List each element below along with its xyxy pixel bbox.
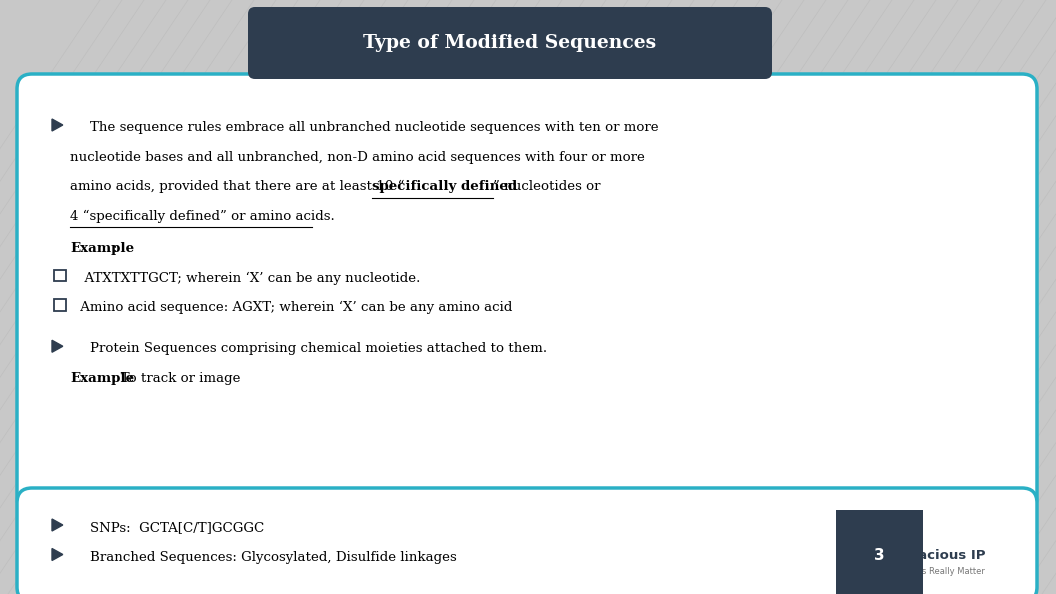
Text: Example: Example bbox=[70, 242, 134, 255]
Text: SNPs:  GCTA[C/T]GCGGC: SNPs: GCTA[C/T]GCGGC bbox=[90, 521, 264, 534]
Text: amino acids, provided that there are at least 10 “: amino acids, provided that there are at … bbox=[70, 180, 404, 193]
Text: ATXTXTTGCT; wherein ‘X’ can be any nucleotide.: ATXTXTTGCT; wherein ‘X’ can be any nucle… bbox=[76, 271, 420, 285]
Text: nucleotide bases and all unbranched, non-D amino acid sequences with four or mor: nucleotide bases and all unbranched, non… bbox=[70, 150, 645, 163]
Polygon shape bbox=[52, 119, 62, 131]
Text: Sagacious IP: Sagacious IP bbox=[889, 549, 985, 563]
Text: The sequence rules embrace all unbranched nucleotide sequences with ten or more: The sequence rules embrace all unbranche… bbox=[90, 121, 659, 134]
Text: specifically defined: specifically defined bbox=[373, 180, 517, 193]
FancyBboxPatch shape bbox=[54, 270, 65, 281]
Text: ” nucleotides or: ” nucleotides or bbox=[493, 180, 601, 193]
Text: Protein Sequences comprising chemical moieties attached to them.: Protein Sequences comprising chemical mo… bbox=[90, 342, 547, 355]
Polygon shape bbox=[52, 340, 62, 352]
Text: :: : bbox=[112, 242, 117, 255]
Text: Type of Modified Sequences: Type of Modified Sequences bbox=[363, 34, 657, 52]
Text: Branched Sequences: Glycosylated, Disulfide linkages: Branched Sequences: Glycosylated, Disulf… bbox=[90, 551, 457, 564]
Text: 3: 3 bbox=[874, 548, 885, 564]
FancyBboxPatch shape bbox=[17, 488, 1037, 594]
FancyBboxPatch shape bbox=[54, 299, 65, 311]
Polygon shape bbox=[52, 548, 62, 561]
FancyBboxPatch shape bbox=[17, 74, 1037, 512]
FancyBboxPatch shape bbox=[248, 7, 772, 79]
Text: When Results Really Matter: When Results Really Matter bbox=[869, 567, 985, 576]
Text: Amino acid sequence: AGXT; wherein ‘X’ can be any amino acid: Amino acid sequence: AGXT; wherein ‘X’ c… bbox=[76, 301, 512, 314]
Polygon shape bbox=[52, 519, 62, 531]
Text: : To track or image: : To track or image bbox=[112, 372, 241, 385]
Text: Example: Example bbox=[70, 372, 134, 385]
Text: 4 “specifically defined” or amino acids.: 4 “specifically defined” or amino acids. bbox=[70, 210, 335, 223]
